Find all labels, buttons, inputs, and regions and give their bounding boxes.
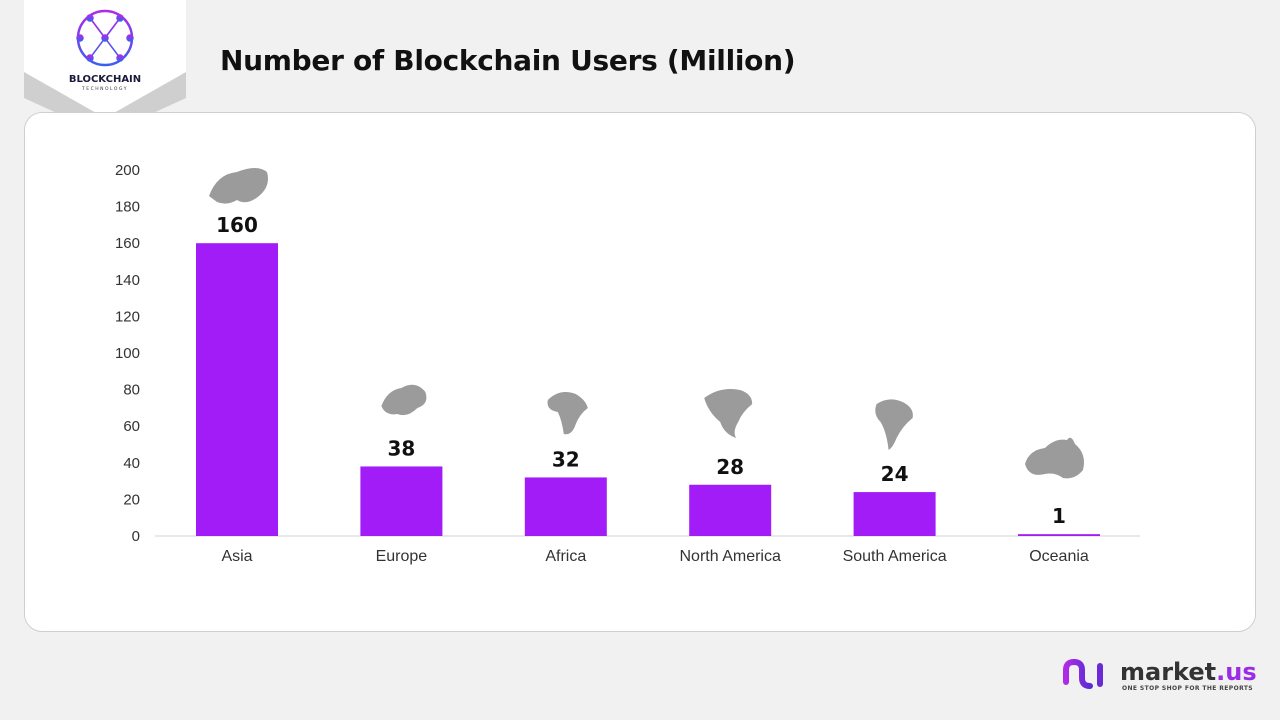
x-tick-label: North America bbox=[680, 548, 781, 565]
south-america-map-icon bbox=[875, 399, 913, 450]
y-tick-label: 180 bbox=[115, 199, 140, 216]
badge-name: BLOCKCHAIN bbox=[69, 74, 141, 85]
blockchain-technology-logo: BLOCKCHAIN TECHNOLOGY bbox=[24, 0, 186, 135]
brand-tagline: ONE STOP SHOP FOR THE REPORTS bbox=[1122, 685, 1253, 692]
x-tick-label: Asia bbox=[221, 548, 252, 565]
bar-africa bbox=[524, 477, 607, 536]
y-tick-label: 80 bbox=[123, 382, 140, 399]
y-tick-label: 20 bbox=[123, 491, 140, 508]
north-america-map-icon bbox=[704, 389, 753, 438]
y-tick-label: 140 bbox=[115, 272, 140, 289]
asia-map-icon bbox=[209, 168, 268, 204]
x-tick-label: South America bbox=[843, 548, 947, 565]
y-tick-label: 60 bbox=[123, 418, 140, 435]
africa-map-icon bbox=[547, 392, 588, 435]
bar-oceania bbox=[1018, 534, 1100, 536]
data-label: 32 bbox=[552, 447, 580, 471]
bar-south-america bbox=[853, 492, 936, 536]
page-title: Number of Blockchain Users (Million) bbox=[220, 44, 796, 77]
data-label: 38 bbox=[387, 436, 415, 460]
europe-map-icon bbox=[381, 384, 427, 416]
y-tick-label: 160 bbox=[115, 235, 140, 252]
market-us-logo: market.us ONE STOP SHOP FOR THE REPORTS bbox=[1062, 656, 1262, 696]
brand-name: market bbox=[1120, 658, 1216, 686]
x-tick-label: Oceania bbox=[1029, 548, 1089, 565]
x-tick-label: Europe bbox=[376, 548, 428, 565]
data-label: 160 bbox=[216, 213, 258, 237]
bar-north-america bbox=[689, 484, 772, 536]
bar-asia bbox=[196, 243, 278, 536]
x-tick-label: Africa bbox=[545, 548, 586, 565]
y-tick-label: 200 bbox=[115, 162, 140, 179]
oceania-map-icon bbox=[1025, 437, 1084, 479]
data-label: 1 bbox=[1052, 504, 1066, 528]
y-tick-label: 120 bbox=[115, 308, 140, 325]
y-tick-label: 100 bbox=[115, 345, 140, 362]
y-tick-label: 40 bbox=[123, 455, 140, 472]
svg-text:market.us: market.us bbox=[1120, 658, 1257, 686]
bar-europe bbox=[360, 466, 443, 536]
data-label: 24 bbox=[881, 462, 909, 486]
y-tick-label: 0 bbox=[132, 528, 140, 545]
badge-sub: TECHNOLOGY bbox=[81, 86, 128, 92]
data-label: 28 bbox=[716, 455, 744, 479]
brand-tld: .us bbox=[1216, 658, 1257, 686]
